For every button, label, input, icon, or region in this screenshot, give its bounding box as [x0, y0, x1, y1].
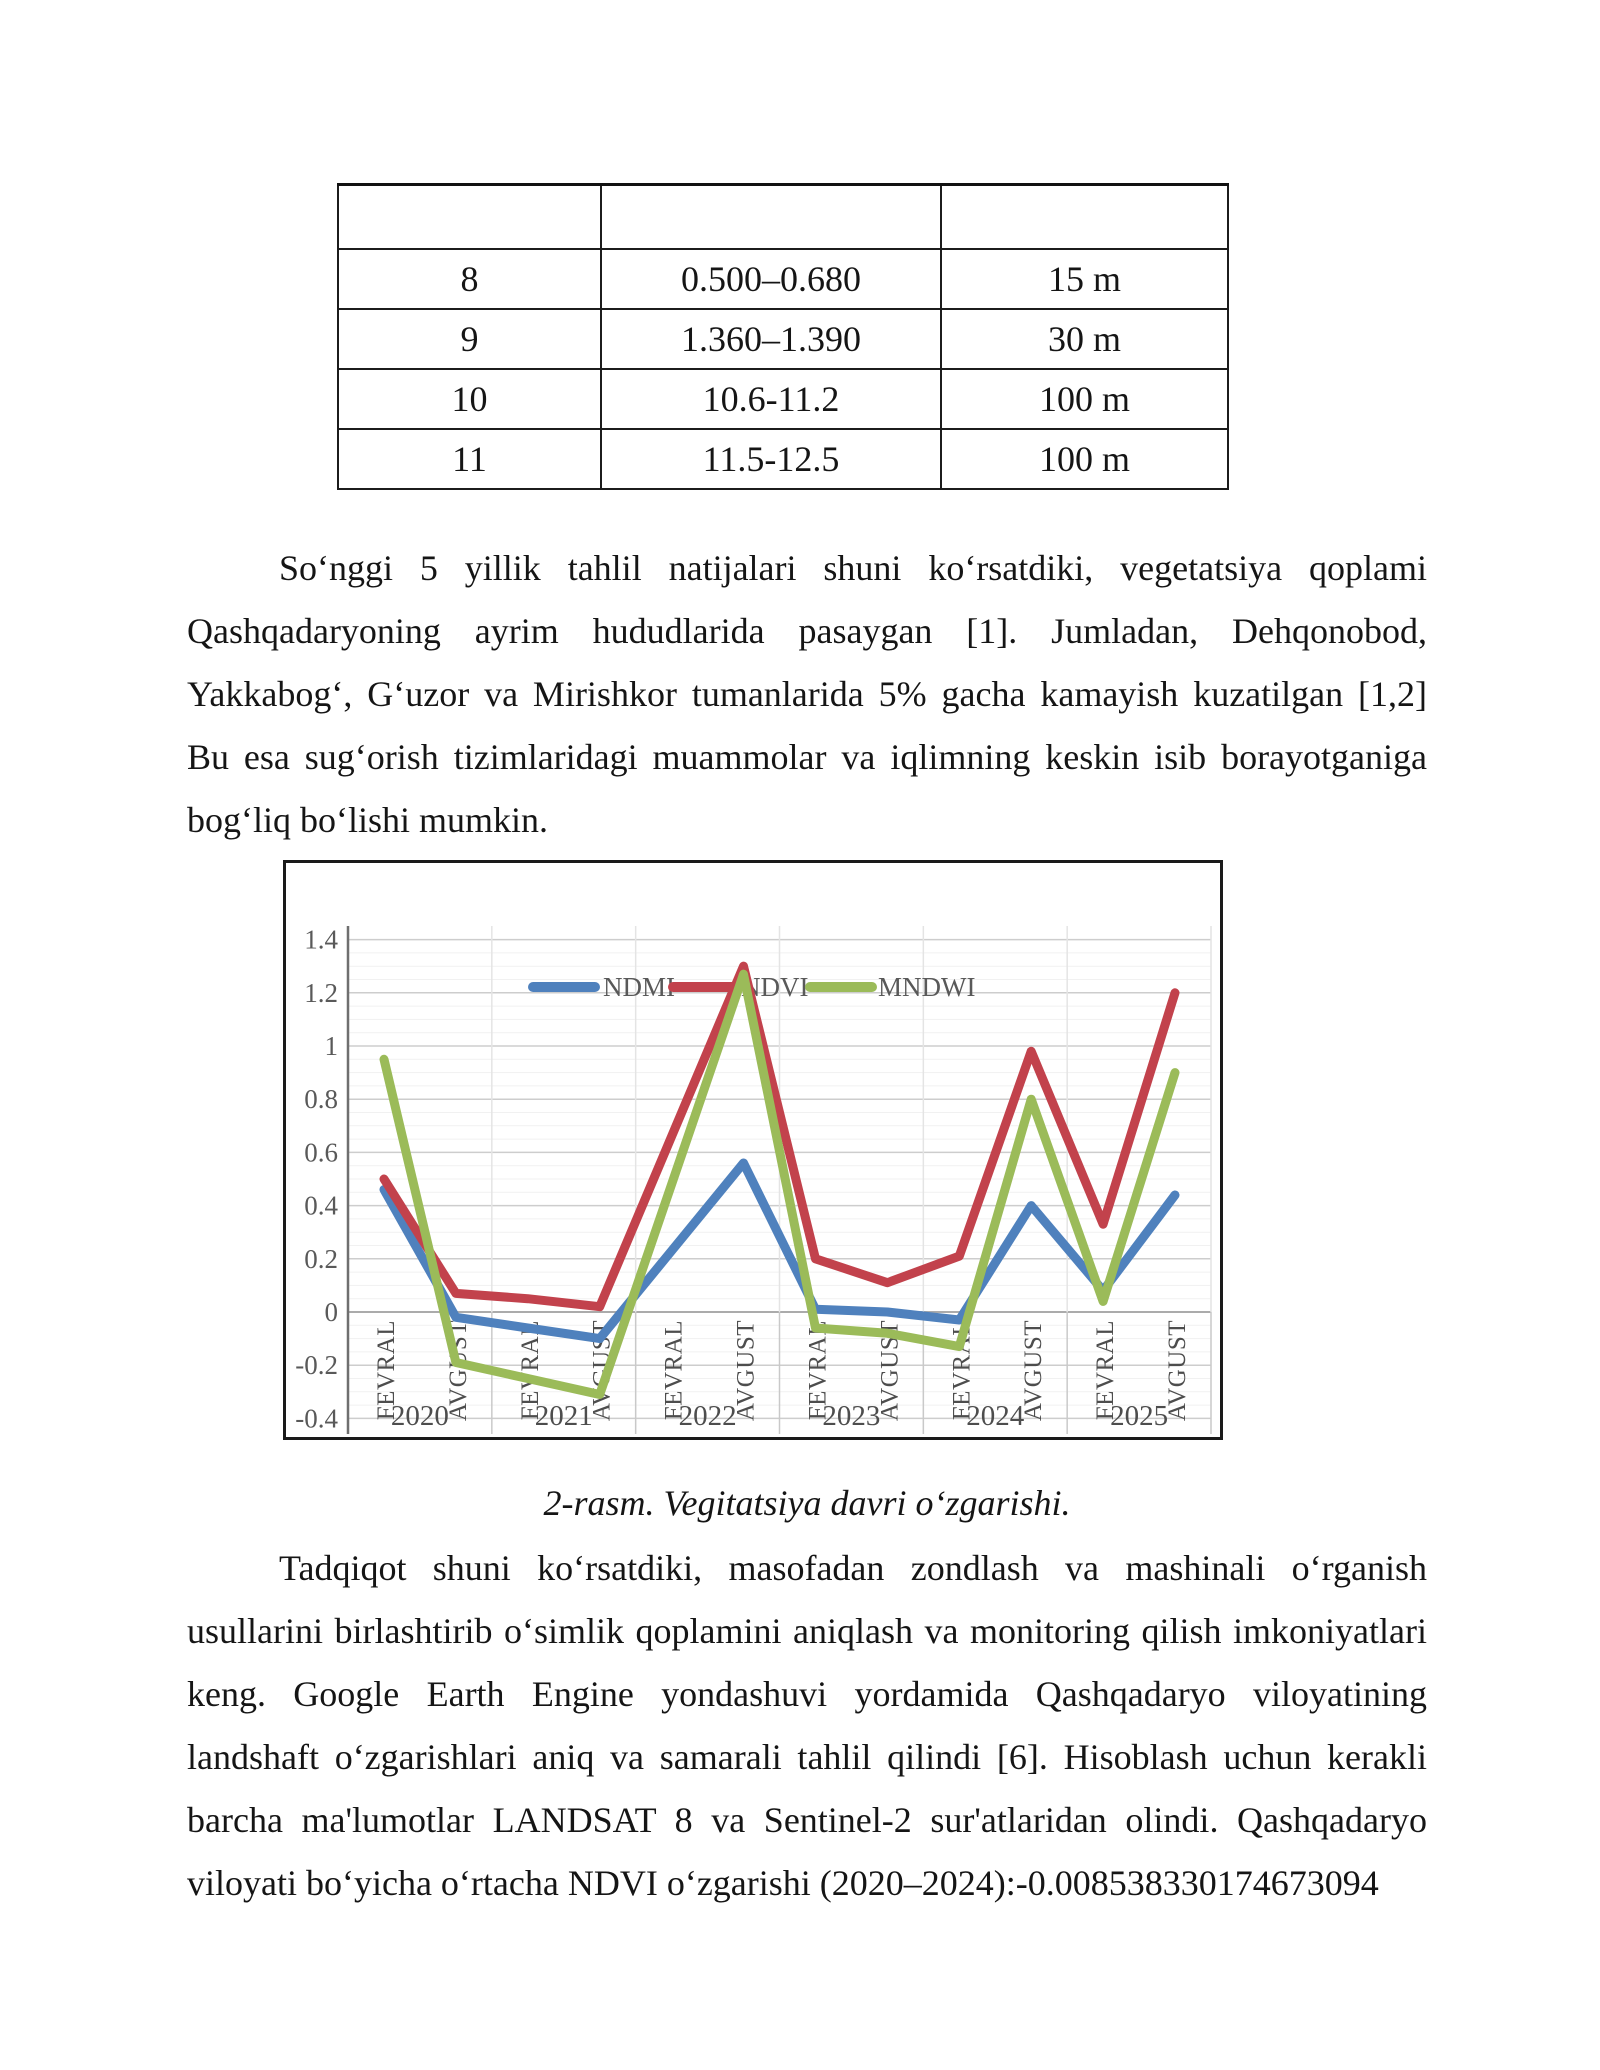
y-tick-label: 1	[325, 1031, 339, 1061]
paragraph-2: Tadqiqot shuni koʻrsatdiki, masofadan zo…	[187, 1537, 1427, 1915]
month-label: FEVRAL	[1092, 1320, 1119, 1420]
table-header-cell	[940, 183, 1229, 250]
table-cell: 100 m	[940, 428, 1229, 490]
y-tick-label: 0.8	[304, 1084, 338, 1114]
table-row: 9 1.360–1.390 30 m	[337, 308, 1229, 370]
paragraph-line: landshaft oʻzgarishlari aniq va samarali…	[187, 1737, 1427, 1777]
paragraph-line: viloyati boʻyicha oʻrtacha NDVI oʻzgaris…	[187, 1863, 1379, 1903]
year-label: 2020	[391, 1400, 449, 1432]
paragraph-line: Qashqadaryoning ayrim hududlarida pasayg…	[187, 611, 1427, 651]
table-cell: 10.6-11.2	[600, 368, 942, 430]
y-tick-label: 1.4	[304, 925, 338, 955]
paragraph-line: bogʻliq boʻlishi mumkin.	[187, 800, 549, 840]
year-label: 2021	[535, 1400, 593, 1432]
table-cell: 11.5-12.5	[600, 428, 942, 490]
series-line-ndvi	[379, 961, 1180, 1312]
table-cell: 100 m	[940, 368, 1229, 430]
table-cell: 15 m	[940, 248, 1229, 310]
paragraph-line: Tadqiqot shuni koʻrsatdiki, masofadan zo…	[279, 1548, 1427, 1588]
month-label: FEVRAL	[661, 1320, 688, 1420]
y-tick-label: 0.6	[304, 1137, 338, 1167]
y-tick-label: -0.2	[295, 1350, 338, 1380]
table-row: 8 0.500–0.680 15 m	[337, 248, 1229, 310]
y-tick-label: 0.2	[304, 1244, 338, 1274]
figure-caption: 2-rasm. Vegitatsiya davri oʻzgarishi.	[543, 1483, 1071, 1523]
month-label: FEVRAL	[373, 1320, 400, 1420]
paragraph-line: barcha ma'lumotlar LANDSAT 8 va Sentinel…	[187, 1800, 1427, 1840]
month-label: FEVRAL	[517, 1320, 544, 1420]
table-cell: 9	[337, 308, 602, 370]
legend-label-ndmi: NDMI	[603, 972, 675, 1002]
month-label: AVGUST	[733, 1320, 760, 1421]
table-cell: 11	[337, 428, 602, 490]
table-cell: 0.500–0.680	[600, 248, 942, 310]
year-label: 2024	[966, 1400, 1025, 1432]
table-cell: 8	[337, 248, 602, 310]
band-table: 8 0.500–0.680 15 m 9 1.360–1.390 30 m 10 10.6-1…	[337, 183, 1229, 490]
month-label: AVGUST	[1020, 1320, 1047, 1421]
table-header-cell	[337, 183, 602, 250]
month-label: FEVRAL	[804, 1320, 831, 1420]
table-row: 11 11.5-12.5 100 m	[337, 428, 1229, 490]
table-header-cell	[600, 183, 942, 250]
paragraph-line: Soʻnggi 5 yillik tahlil natijalari shuni…	[279, 548, 1427, 588]
series-line-mndwi	[379, 969, 1180, 1399]
year-label: 2022	[679, 1400, 737, 1432]
table-row: 10 10.6-11.2 100 m	[337, 368, 1229, 430]
table-cell: 1.360–1.390	[600, 308, 942, 370]
month-label: AVGUST	[1164, 1320, 1191, 1421]
paragraph-1: Soʻnggi 5 yillik tahlil natijalari shuni…	[187, 537, 1427, 852]
paragraph-line: keng. Google Earth Engine yondashuvi yor…	[187, 1674, 1427, 1714]
paragraph-line: Bu esa sugʻorish tizimlaridagi muammolar…	[187, 737, 1427, 777]
vegetation-line-chart: -0.4 -0.2 0 0.2 0.4 0.6 0.8 1 1.2 1.4 FEVRAL AVGUST…	[295, 925, 1212, 1434]
table-cell: 10	[337, 368, 602, 430]
y-tick-label: 0.4	[304, 1191, 338, 1221]
table-cell: 30 m	[940, 308, 1229, 370]
table-header-row	[337, 183, 1229, 250]
y-tick-label: -0.4	[295, 1403, 338, 1433]
paragraph-line: usullarini birlashtirib oʻsimlik qoplami…	[187, 1611, 1427, 1651]
series-line-ndmi	[379, 1158, 1180, 1344]
vegetation-chart-figure: -0.4 -0.2 0 0.2 0.4 0.6 0.8 1 1.2 1.4 FEVRAL AVGUST…	[283, 860, 1223, 1440]
year-label: 2023	[822, 1400, 880, 1432]
year-label: 2025	[1110, 1400, 1168, 1432]
y-tick-label: 0	[325, 1297, 339, 1327]
y-tick-label: 1.2	[304, 978, 338, 1008]
paragraph-line: Yakkabogʻ, Gʻuzor va Mirishkor tumanlari…	[187, 674, 1427, 714]
legend-label-mndwi: MNDWI	[878, 972, 975, 1002]
